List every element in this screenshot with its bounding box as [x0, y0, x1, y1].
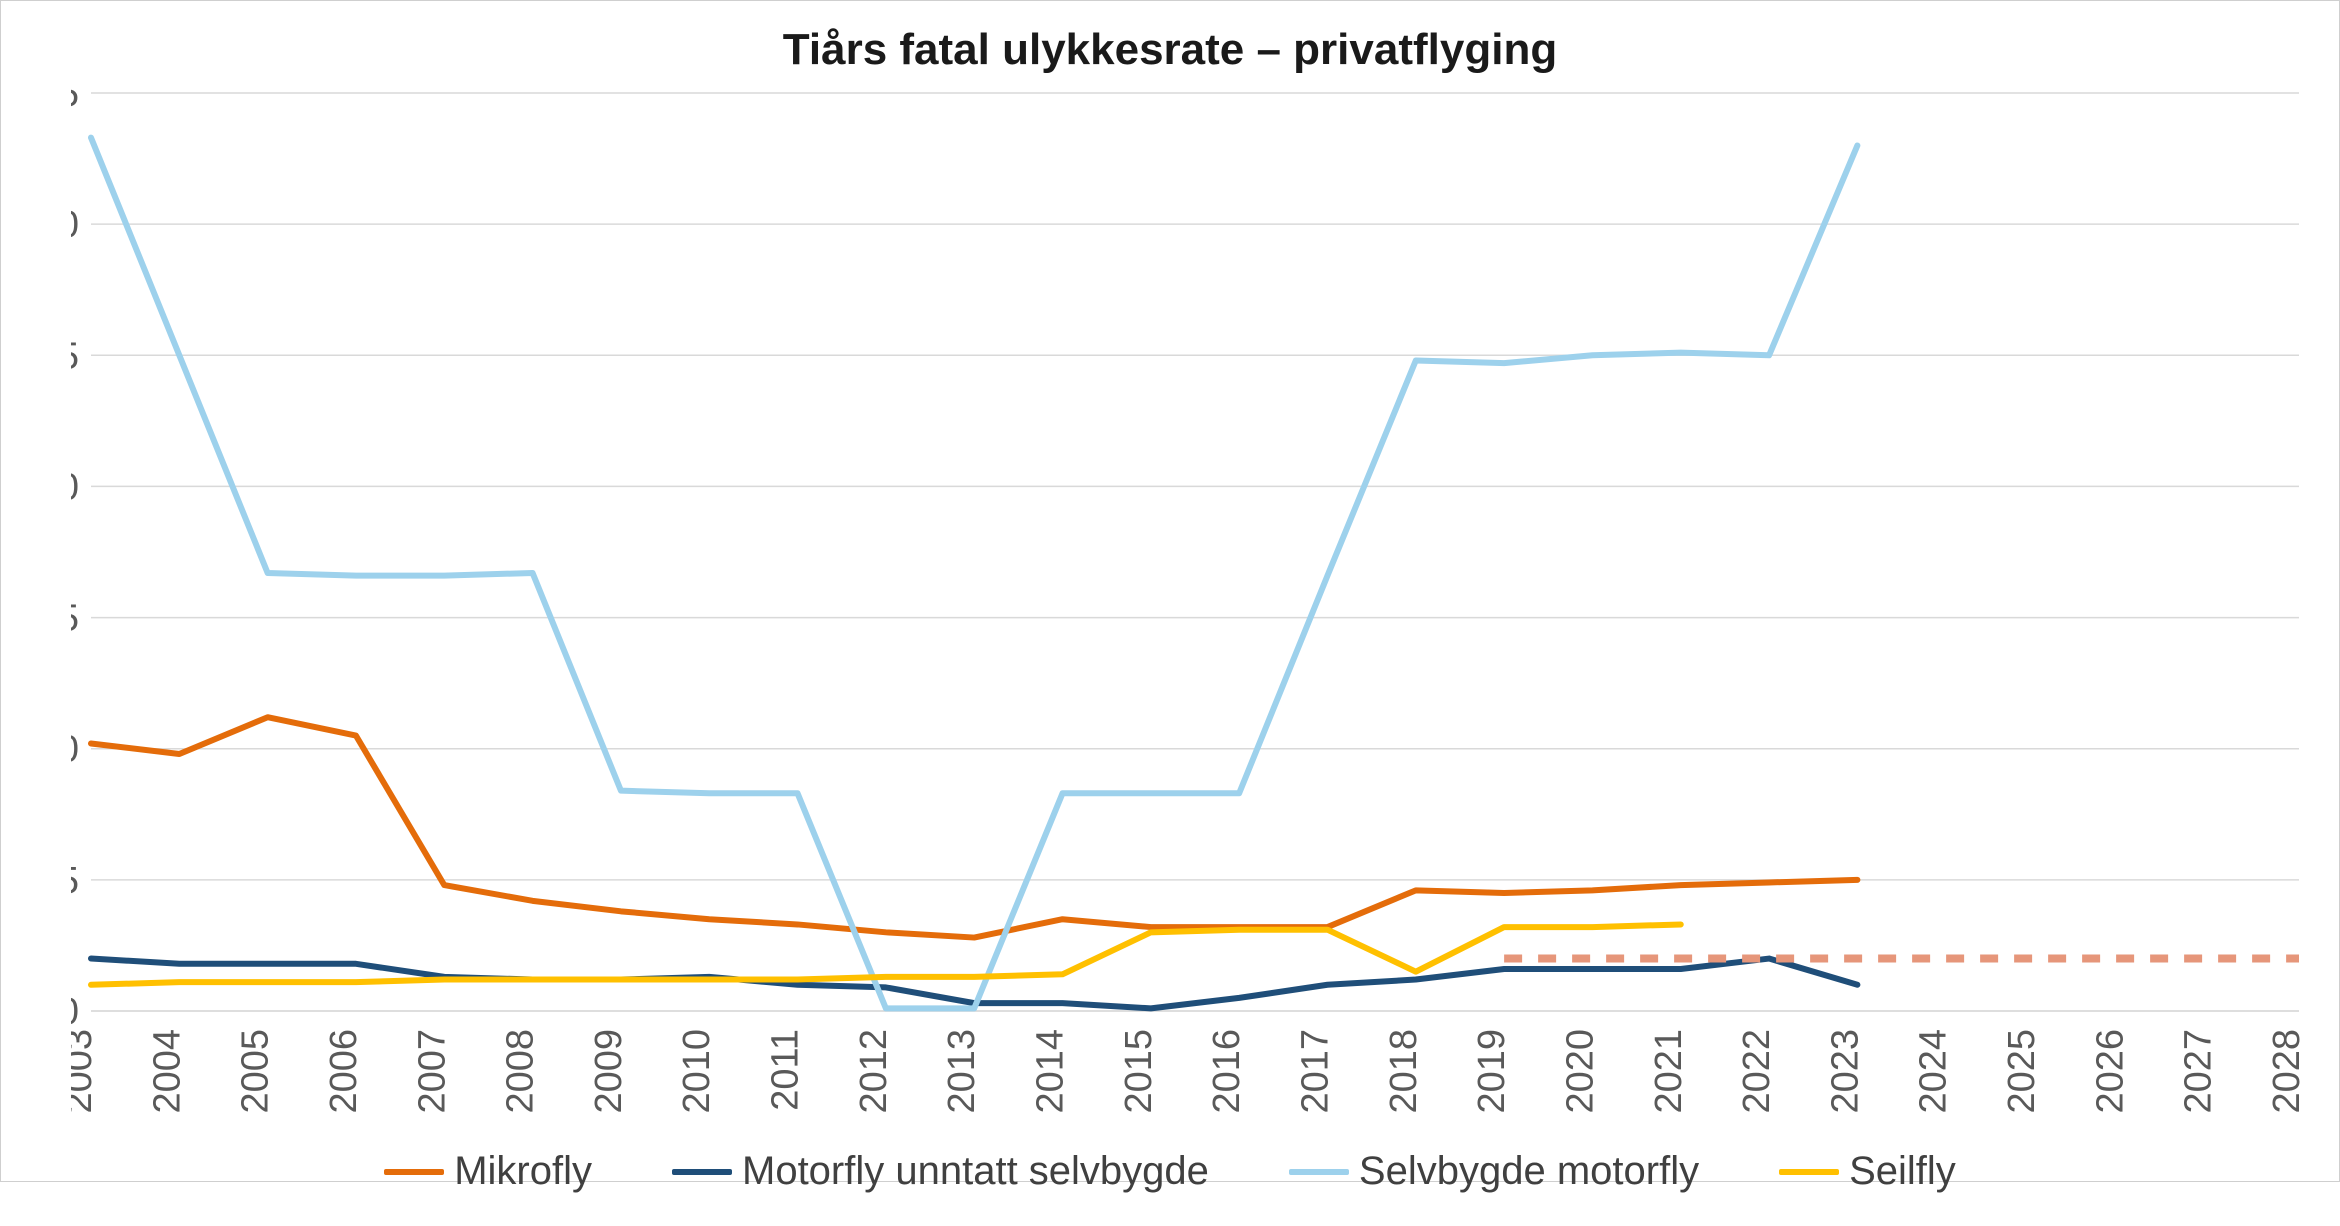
x-tick-label: 2005	[235, 1029, 277, 1114]
legend-label: Selvbygde motorfly	[1359, 1149, 1699, 1194]
y-tick-label: 15	[71, 598, 79, 640]
y-tick-label: 20	[71, 466, 79, 508]
x-tick-label: 2022	[1736, 1029, 1778, 1114]
x-tick-label: 2024	[1913, 1029, 1955, 1114]
legend-label: Mikrofly	[454, 1149, 592, 1194]
legend-label: Motorfly unntatt selvbygde	[742, 1149, 1209, 1194]
legend-item: Selvbygde motorfly	[1289, 1149, 1699, 1194]
legend-swatch	[1289, 1169, 1349, 1175]
x-tick-label: 2014	[1030, 1029, 1072, 1114]
legend-label: Seilfly	[1849, 1149, 1956, 1194]
legend-swatch	[672, 1169, 732, 1175]
x-tick-label: 2023	[1824, 1029, 1866, 1114]
legend-item: Mikrofly	[384, 1149, 592, 1194]
x-tick-label: 2016	[1206, 1029, 1248, 1114]
x-tick-label: 2013	[941, 1029, 983, 1114]
chart-title: Tiårs fatal ulykkesrate – privatflyging	[1, 1, 2339, 83]
x-tick-label: 2028	[2266, 1029, 2308, 1114]
x-tick-label: 2006	[323, 1029, 365, 1114]
series-line	[91, 717, 1857, 937]
x-tick-label: 2010	[676, 1029, 718, 1114]
x-tick-label: 2025	[2001, 1029, 2043, 1114]
y-tick-label: 10	[71, 729, 79, 771]
legend-swatch	[1779, 1169, 1839, 1175]
x-tick-label: 2018	[1383, 1029, 1425, 1114]
x-tick-label: 2007	[411, 1029, 453, 1114]
x-tick-label: 2020	[1559, 1029, 1601, 1114]
x-tick-label: 2004	[146, 1029, 188, 1114]
x-tick-label: 2008	[500, 1029, 542, 1114]
legend-swatch	[384, 1169, 444, 1175]
x-tick-label: 2021	[1648, 1029, 1690, 1114]
x-tick-label: 2017	[1294, 1029, 1336, 1114]
chart-container: Tiårs fatal ulykkesrate – privatflyging …	[0, 0, 2340, 1182]
y-tick-label: 30	[71, 204, 79, 246]
legend-item: Motorfly unntatt selvbygde	[672, 1149, 1209, 1194]
y-tick-label: 35	[71, 83, 79, 115]
y-tick-label: 5	[71, 860, 79, 902]
x-tick-label: 2009	[588, 1029, 630, 1114]
y-tick-label: 25	[71, 335, 79, 377]
x-tick-label: 2026	[2089, 1029, 2131, 1114]
y-tick-label: 0	[71, 991, 79, 1033]
series-line	[91, 138, 1857, 1009]
x-tick-label: 2027	[2178, 1029, 2220, 1114]
legend: Mikrofly Motorfly unntatt selvbygde Selvby…	[1, 1131, 2339, 1226]
x-tick-label: 2003	[71, 1029, 100, 1114]
legend-item: Seilfly	[1779, 1149, 1956, 1194]
x-tick-label: 2012	[853, 1029, 895, 1114]
plot-area: 0510152025303520032004200520062007200820…	[71, 83, 2309, 1131]
x-tick-label: 2015	[1118, 1029, 1160, 1114]
chart-svg: 0510152025303520032004200520062007200820…	[71, 83, 2309, 1131]
x-tick-label: 2011	[765, 1029, 807, 1111]
x-tick-label: 2019	[1471, 1029, 1513, 1114]
